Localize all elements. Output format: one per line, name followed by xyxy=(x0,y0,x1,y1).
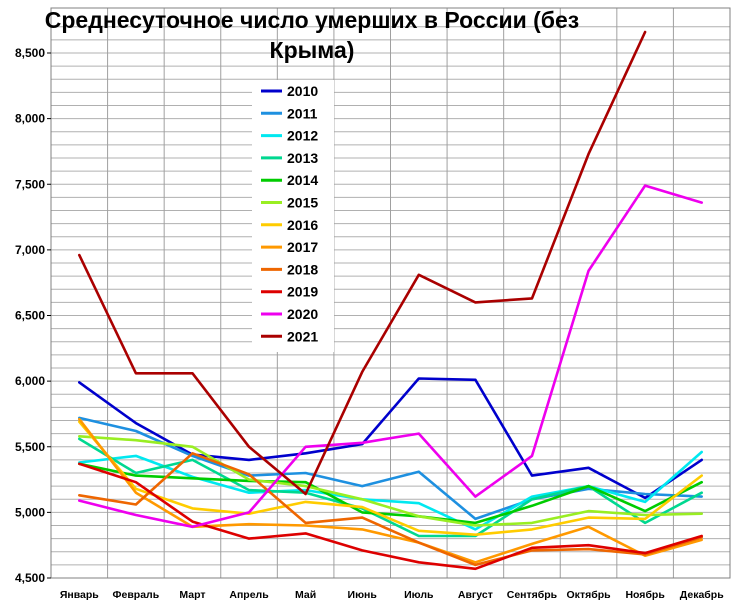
series-line-2018 xyxy=(78,452,703,567)
x-tick-label: Сентябрь xyxy=(507,589,558,601)
legend-item-2012: 2012 xyxy=(261,128,318,144)
y-tick-label: 8,000 xyxy=(15,112,45,126)
x-tick-label: Июль xyxy=(404,589,434,601)
legend-item-2010: 2010 xyxy=(261,83,318,99)
x-axis-ticks: Январь Февраль Март Апрель Май Июнь Июль Август… xyxy=(60,589,724,601)
legend-label-2021: 2021 xyxy=(287,328,318,344)
legend-label-2013: 2013 xyxy=(287,150,318,166)
legend: 2010 2011 2012 2013 2014 2015 2016 2017 2018 2019… xyxy=(252,80,334,352)
legend-label-2019: 2019 xyxy=(287,284,318,300)
y-tick-label: 6,000 xyxy=(15,374,45,388)
legend-item-2011: 2011 xyxy=(261,105,318,121)
y-tick-label: 6,500 xyxy=(15,309,45,323)
series-line-2014 xyxy=(78,462,703,525)
x-tick-label: Октябрь xyxy=(567,589,612,601)
series-line-2021 xyxy=(78,30,647,496)
chart-title-line-1: Среднесуточное число умерших в России (б… xyxy=(45,7,579,33)
x-tick-label: Июнь xyxy=(348,589,378,601)
series-line-2015 xyxy=(78,435,703,527)
y-tick-label: 7,000 xyxy=(15,243,45,257)
chart-title: Среднесуточное число умерших в России (б… xyxy=(45,7,579,63)
x-tick-label: Февраль xyxy=(113,589,160,601)
series-line-2017 xyxy=(78,417,703,564)
y-axis-ticks: 4,500 5,000 5,500 6,000 6,500 7,000 7,500 8,000… xyxy=(15,46,51,585)
legend-item-2015: 2015 xyxy=(261,195,318,211)
x-tick-label: Май xyxy=(295,589,316,601)
y-tick-label: 8,500 xyxy=(15,46,45,60)
x-tick-label: Декабрь xyxy=(680,589,724,601)
legend-item-2021: 2021 xyxy=(261,328,318,344)
legend-label-2018: 2018 xyxy=(287,261,318,277)
legend-label-2011: 2011 xyxy=(287,105,318,121)
legend-item-2020: 2020 xyxy=(261,306,318,322)
x-tick-label: Ноябрь xyxy=(625,589,665,601)
legend-label-2014: 2014 xyxy=(287,172,318,188)
legend-item-2014: 2014 xyxy=(261,172,318,188)
y-tick-label: 4,500 xyxy=(15,571,45,585)
y-tick-label: 7,500 xyxy=(15,177,45,191)
legend-item-2013: 2013 xyxy=(261,150,318,166)
chart-title-line-2: Крыма) xyxy=(270,37,355,63)
series-line-2012 xyxy=(78,450,703,531)
series-line-2020 xyxy=(78,184,703,529)
y-tick-label: 5,500 xyxy=(15,440,45,454)
legend-label-2012: 2012 xyxy=(287,128,318,144)
x-tick-label: Апрель xyxy=(229,589,269,601)
legend-item-2019: 2019 xyxy=(261,284,318,300)
legend-label-2020: 2020 xyxy=(287,306,318,322)
series-line-2010 xyxy=(78,377,703,500)
legend-background xyxy=(252,80,334,352)
y-tick-label: 5,000 xyxy=(15,505,45,519)
legend-item-2016: 2016 xyxy=(261,217,318,233)
series-line-2019 xyxy=(78,462,703,571)
legend-label-2016: 2016 xyxy=(287,217,318,233)
legend-label-2017: 2017 xyxy=(287,239,318,255)
x-tick-label: Март xyxy=(179,589,205,601)
legend-item-2017: 2017 xyxy=(261,239,318,255)
plot-frame xyxy=(50,7,731,579)
gridlines xyxy=(51,8,730,578)
series-line-2016 xyxy=(78,420,703,536)
x-tick-label: Август xyxy=(458,589,493,601)
x-tick-label: Январь xyxy=(60,589,99,601)
legend-label-2015: 2015 xyxy=(287,195,318,211)
series-lines xyxy=(78,30,703,571)
legend-item-2018: 2018 xyxy=(261,261,318,277)
legend-label-2010: 2010 xyxy=(287,83,318,99)
